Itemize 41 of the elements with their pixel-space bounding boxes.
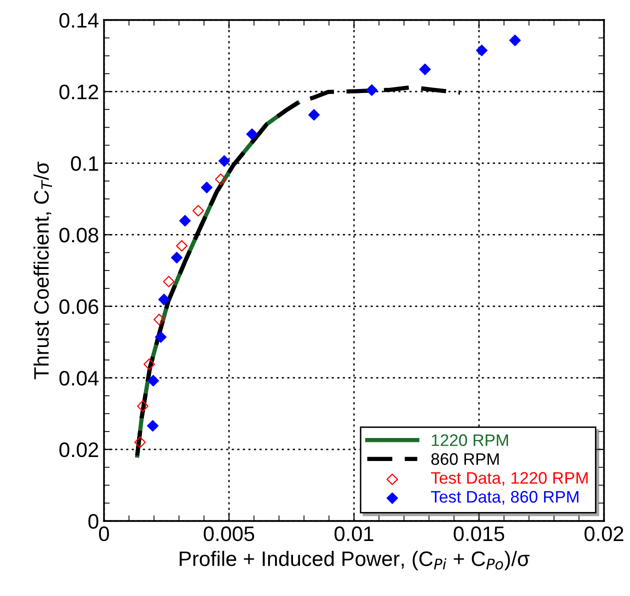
x-tick-label: 0.005	[204, 526, 254, 542]
x-tick-label: 0.02	[584, 526, 624, 542]
y-tick-label: 0.14	[59, 13, 99, 28]
y-tick-label: 0.04	[59, 370, 99, 386]
y-tick-label: 0.06	[59, 299, 98, 314]
legend-label: Test Data, 1220 RPM	[430, 472, 588, 486]
point	[163, 276, 174, 288]
point	[246, 128, 258, 140]
point	[201, 182, 212, 194]
point	[158, 294, 170, 306]
point	[134, 436, 146, 448]
point	[366, 84, 378, 96]
y-tick-label: 0.1	[70, 156, 98, 171]
y-axis-title: Thrust Coefficient, C$_{T}$/σ	[34, 162, 52, 380]
point	[137, 400, 148, 412]
x-tick-label: 0.01	[334, 526, 374, 542]
point	[419, 64, 431, 76]
y-tick-label: 0.08	[59, 228, 98, 242]
point	[155, 331, 166, 343]
point	[192, 204, 204, 216]
point	[154, 314, 165, 326]
legend-label: Test Data, 860 RPM	[430, 490, 578, 505]
x-tick-label: 0.015	[454, 526, 504, 542]
point	[144, 358, 155, 370]
point	[179, 215, 191, 227]
point	[215, 173, 226, 185]
y-tick-label: 0.02	[59, 442, 98, 458]
x-axis-title: Profile + Induced Power, (C$_{Pi}$ + C$_{Po}$)/σ	[180, 550, 530, 570]
y-tick-label: 0.12	[59, 84, 98, 100]
y-tick-label: 0	[88, 514, 98, 529]
legend-label: 860 RPM	[431, 453, 499, 465]
point	[147, 420, 158, 432]
point	[176, 240, 188, 252]
point	[308, 109, 320, 121]
legend-label: 1220 RPM	[432, 434, 508, 446]
x-tick-label: 0	[99, 526, 109, 542]
point	[218, 155, 230, 167]
point	[476, 44, 488, 56]
point	[171, 252, 182, 264]
point	[509, 34, 521, 46]
point	[148, 374, 159, 386]
